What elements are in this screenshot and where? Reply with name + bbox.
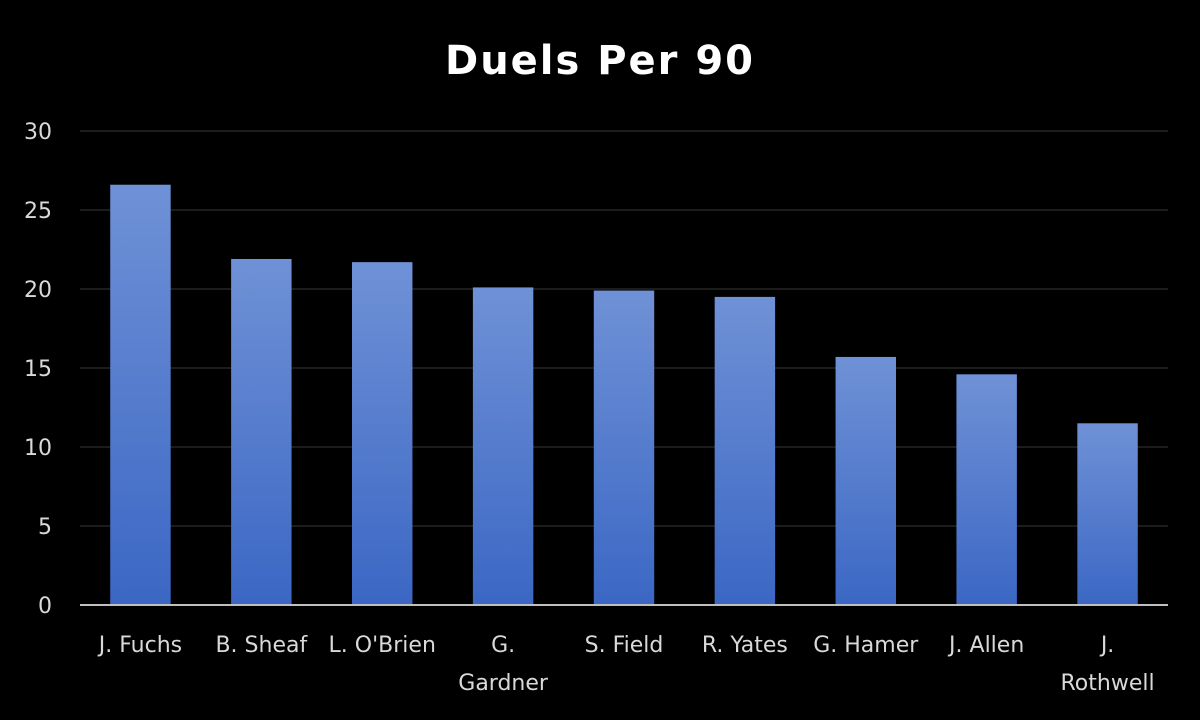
x-tick-label: J. Allen (947, 633, 1024, 658)
bars (110, 184, 1138, 605)
y-tick-label: 5 (38, 515, 52, 540)
bar (714, 296, 776, 605)
y-axis-ticks: 0 5 10 15 20 25 30 (24, 120, 52, 619)
x-tick-label: J. Rothwell (1061, 633, 1155, 696)
x-tick-label: G. Hamer (813, 633, 919, 658)
bar (593, 290, 655, 605)
bar (352, 262, 413, 605)
x-tick-label: G. Gardner (458, 633, 549, 696)
x-axis-ticks: J. Fuchs B. Sheaf L. O'Brien G. Gardner S. Fi… (97, 633, 1155, 696)
y-tick-label: 10 (24, 436, 52, 461)
bar (110, 184, 171, 605)
y-tick-label: 20 (24, 278, 52, 303)
x-tick-label: B. Sheaf (215, 633, 308, 658)
bar (1077, 423, 1138, 605)
bar (835, 356, 896, 605)
bar (472, 287, 534, 605)
y-tick-label: 25 (24, 199, 52, 224)
bar (231, 258, 292, 605)
x-tick-label: R. Yates (702, 633, 788, 658)
x-tick-label: J. Fuchs (97, 633, 182, 658)
bar (956, 374, 1017, 605)
y-tick-label: 15 (24, 357, 52, 382)
x-tick-label: S. Field (585, 633, 664, 658)
x-tick-label: L. O'Brien (329, 633, 436, 658)
y-tick-label: 0 (38, 594, 52, 619)
y-tick-label: 30 (24, 120, 52, 145)
chart-title: Duels Per 90 (445, 38, 755, 84)
